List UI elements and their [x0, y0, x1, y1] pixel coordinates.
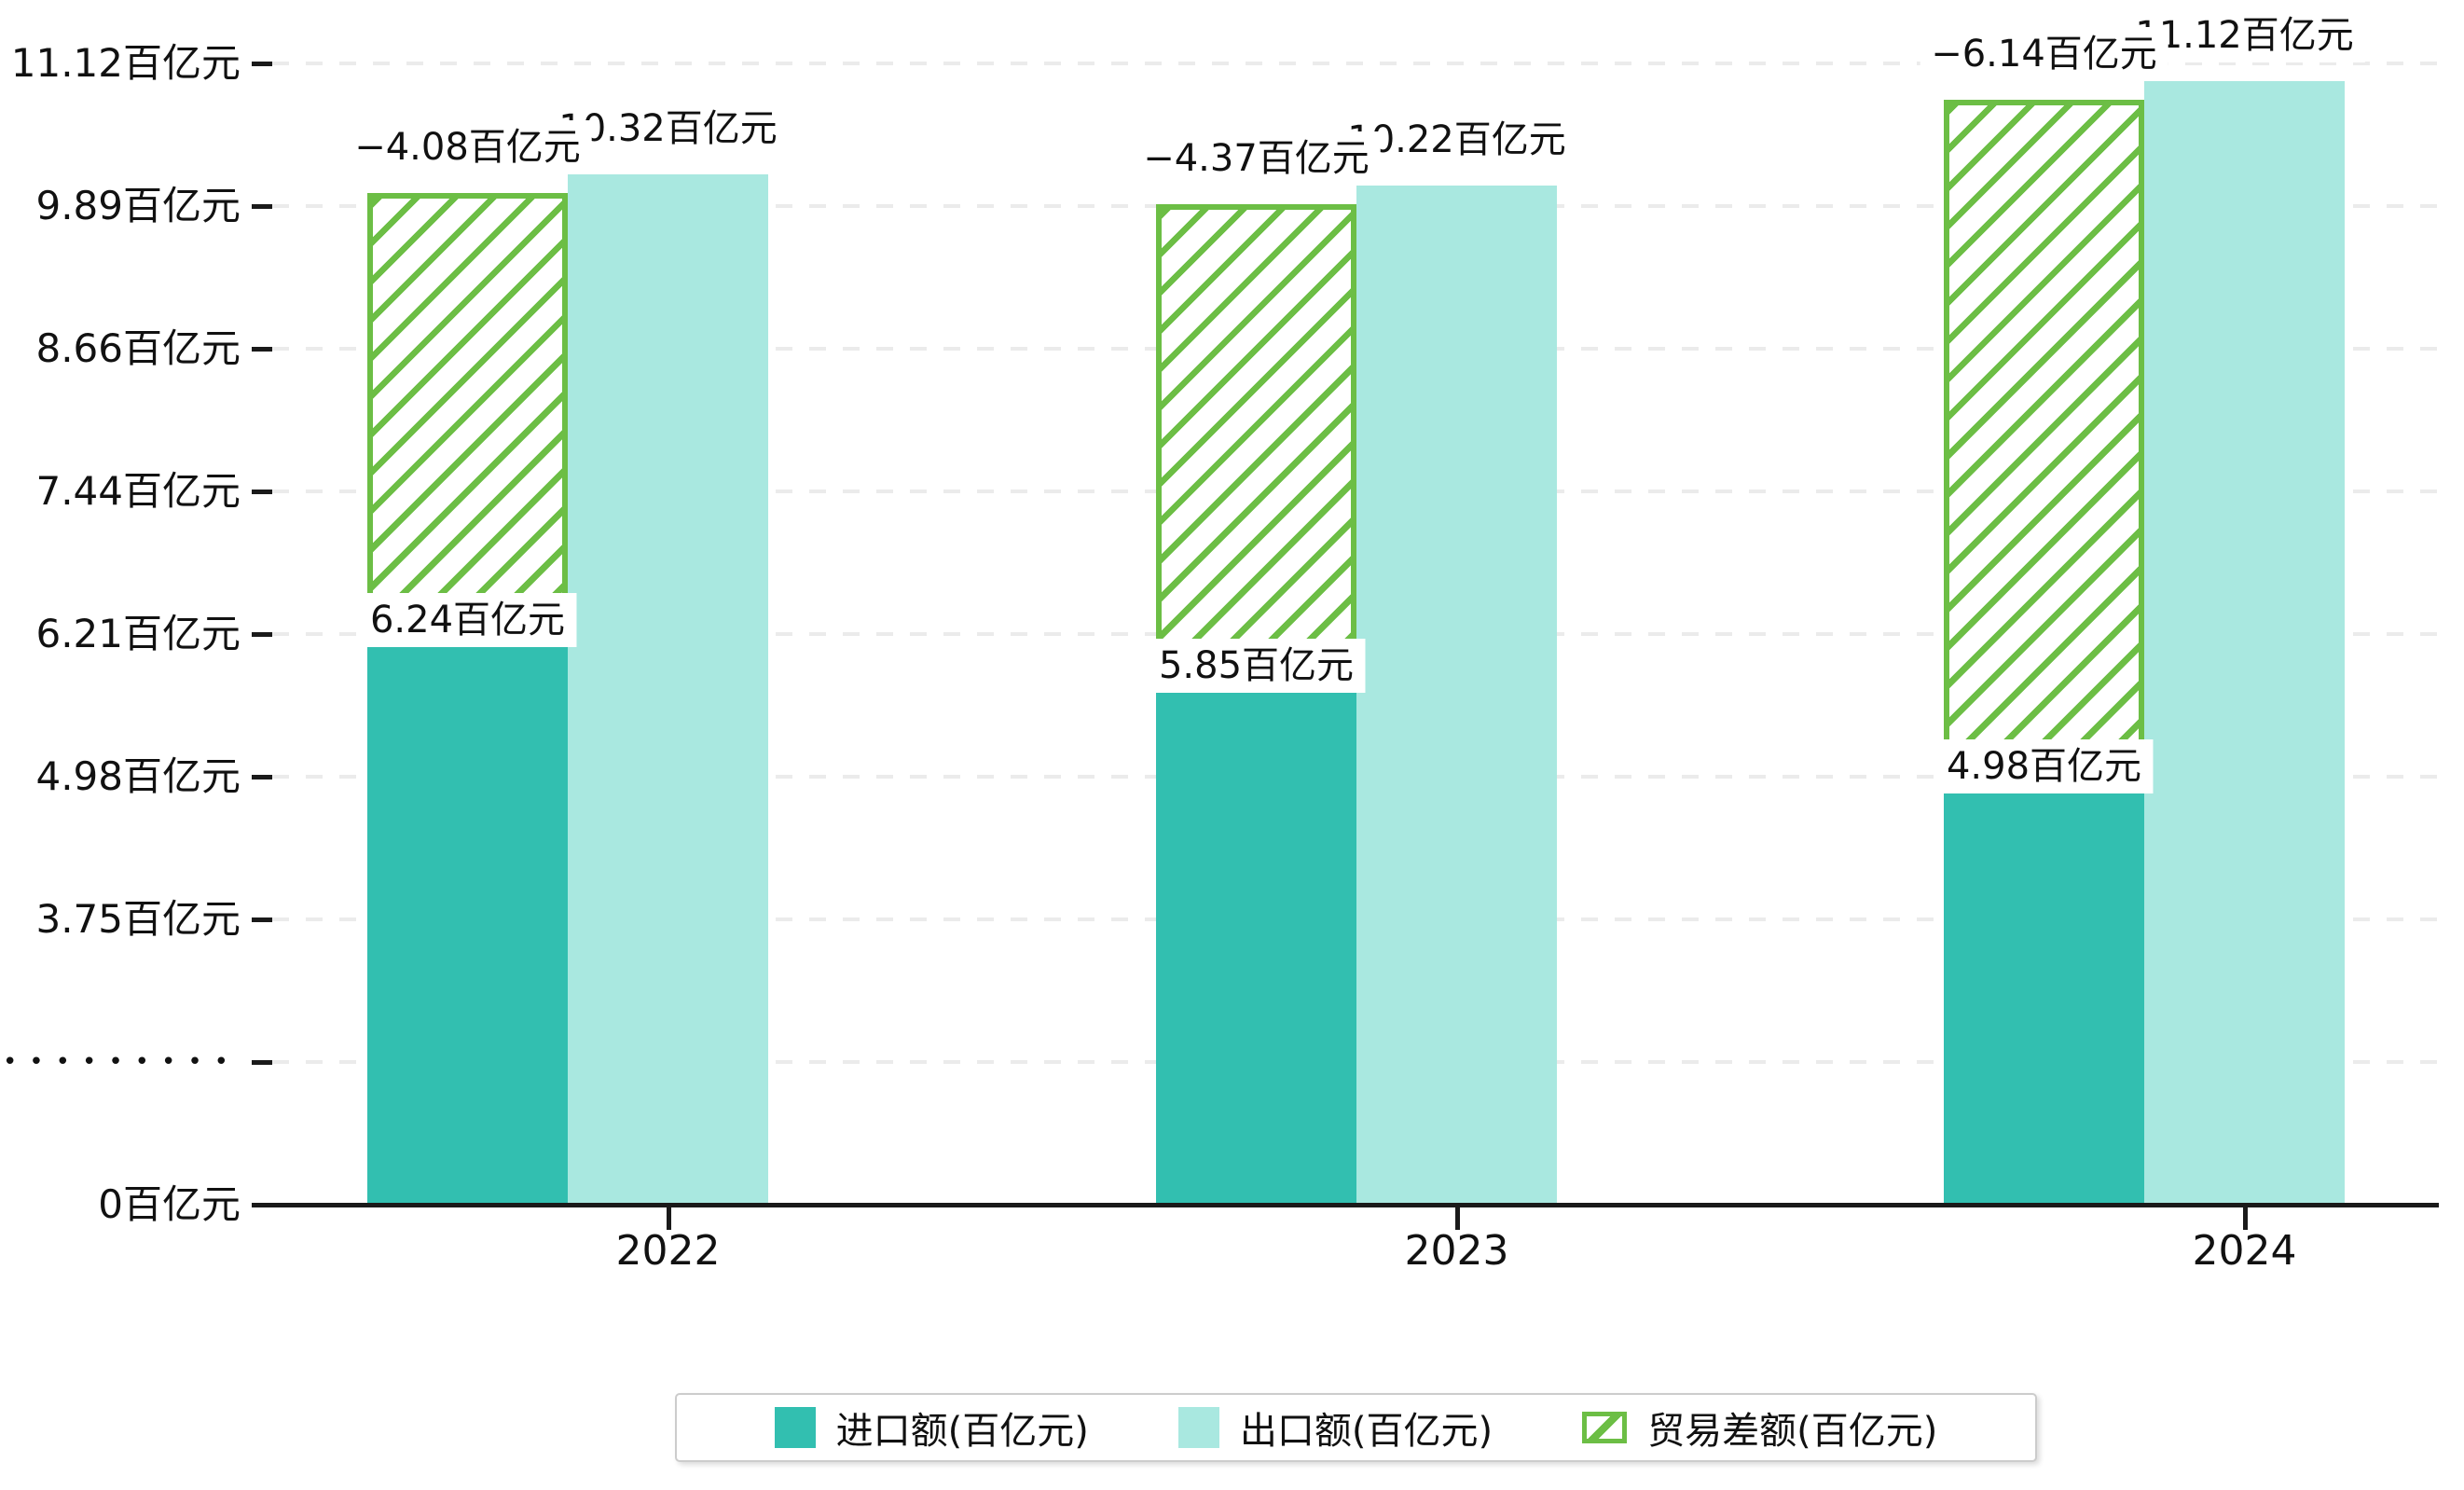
- trade-balance-value-label: −4.08百亿元: [343, 119, 592, 174]
- y-tick-mark: [252, 1060, 272, 1065]
- x-tick-mark: [1454, 1207, 1460, 1230]
- legend-item-import[interactable]: 进口额(百亿元): [774, 1400, 1089, 1455]
- y-tick-mark: [252, 632, 272, 637]
- y-tick-mark: [252, 490, 272, 494]
- y-tick-label: 3.75百亿元: [35, 896, 241, 942]
- gridline: [272, 62, 2439, 65]
- bar-export: [568, 173, 768, 1207]
- y-axis-break-label: •••••••••: [2, 1048, 241, 1076]
- trade-balance-value-label: −4.37百亿元: [1132, 131, 1381, 186]
- x-tick-mark: [2242, 1207, 2248, 1230]
- export-value-label: 10.22百亿元: [1336, 113, 1577, 168]
- import-value-label: 4.98百亿元: [1934, 739, 2154, 793]
- bar-export: [2144, 81, 2345, 1207]
- legend-item-trade-balance[interactable]: 贸易差额(百亿元): [1582, 1400, 1937, 1455]
- y-tick-label: 4.98百亿元: [35, 753, 241, 799]
- color-swatch-icon: [774, 1407, 816, 1448]
- color-swatch-icon: [1177, 1407, 1219, 1448]
- legend-label: 出口额(百亿元): [1239, 1410, 1494, 1453]
- bar-import: [1944, 793, 2144, 1207]
- y-tick-label: 7.44百亿元: [35, 468, 241, 514]
- y-tick-label: 11.12百亿元: [10, 40, 241, 86]
- y-tick-label: 0百亿元: [98, 1181, 241, 1227]
- hatched-swatch-icon: [1582, 1412, 1628, 1443]
- bar-import: [1156, 692, 1356, 1207]
- import-value-label: 6.24百亿元: [358, 593, 577, 648]
- bar-trade-balance: [1156, 204, 1356, 693]
- x-category-label: 2022: [615, 1227, 721, 1275]
- import-value-label: 5.85百亿元: [1147, 638, 1366, 693]
- legend-label: 贸易差额(百亿元): [1647, 1410, 1938, 1453]
- trade-balance-value-label: −6.14百亿元: [1920, 27, 2168, 82]
- x-category-label: 2024: [2192, 1227, 2297, 1275]
- bar-export: [1356, 186, 1557, 1207]
- y-tick-mark: [252, 775, 272, 779]
- x-tick-mark: [666, 1207, 671, 1230]
- bar-import: [367, 647, 568, 1207]
- y-tick-label: 9.89百亿元: [35, 183, 241, 228]
- legend-label: 进口额(百亿元): [835, 1410, 1089, 1453]
- y-tick-mark: [252, 917, 272, 922]
- chart-legend: 进口额(百亿元) 出口额(百亿元) 贸易差额(百亿元): [675, 1393, 2037, 1462]
- y-tick-label: 6.21百亿元: [35, 611, 241, 656]
- y-tick-label: 8.66百亿元: [35, 325, 241, 371]
- y-tick-mark: [252, 347, 272, 352]
- x-category-label: 2023: [1404, 1227, 1509, 1275]
- bar-trade-balance: [367, 192, 568, 648]
- x-axis-line: [262, 1203, 2439, 1207]
- y-tick-mark: [252, 204, 272, 209]
- bar-trade-balance: [1944, 100, 2144, 793]
- legend-item-export[interactable]: 出口额(百亿元): [1177, 1400, 1494, 1455]
- y-tick-mark: [252, 62, 272, 66]
